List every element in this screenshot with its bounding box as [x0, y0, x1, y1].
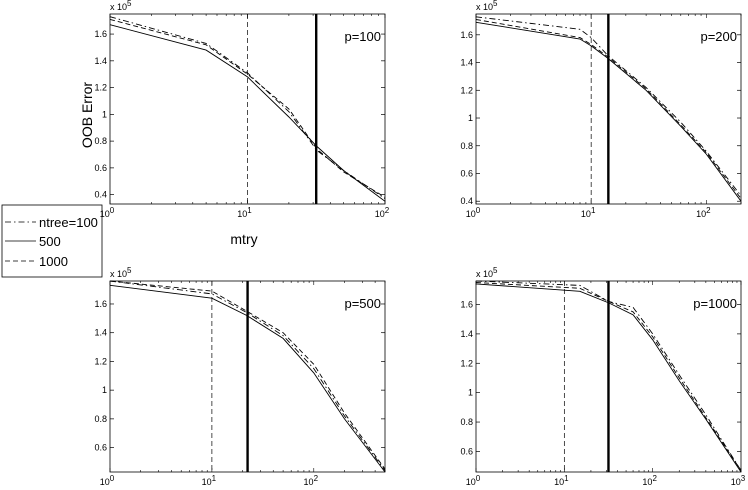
x-tick-label-bottom-right: 101 — [554, 474, 569, 487]
y-tick-label-bottom-left: 1.2 — [94, 356, 107, 366]
x-tick-label-bottom-left: 101 — [202, 474, 217, 487]
y-tick-label-top-left: 1 — [102, 109, 107, 119]
legend-label-ntree100: ntree=100 — [39, 215, 98, 230]
y-tick-label-bottom-right: 1 — [468, 388, 473, 398]
x-tick-label-top-right: 102 — [696, 206, 711, 219]
y-tick-label-bottom-left: 1 — [102, 385, 107, 395]
y-tick-label-top-left: 0.6 — [94, 163, 107, 173]
y-tick-label-bottom-left: 1.4 — [94, 328, 107, 338]
y-tick-label-bottom-left: 0.8 — [94, 414, 107, 424]
y-tick-label-top-right: 0.6 — [460, 168, 473, 178]
y-tick-label-top-left: 1.4 — [94, 56, 107, 66]
x-tick-label-top-left: 101 — [237, 206, 252, 219]
panel-bottom-left: 0.6 0.8 1 1.2 1.4 1.6 x 105 100 101 102 p=500 — [94, 266, 386, 487]
series-dashed-top-right — [475, 19, 742, 199]
series-solid-bottom-left — [109, 284, 386, 473]
y-tick-label-top-left: 1.6 — [94, 29, 107, 39]
series-dashed-bottom-right — [475, 282, 742, 471]
y-tick-label-bottom-left: 0.6 — [94, 443, 107, 453]
legend: ntree=100 500 1000 — [1, 204, 103, 278]
y-tick-label-top-right: 1.4 — [460, 58, 473, 68]
y-tick-label-top-right: 0.4 — [460, 196, 473, 206]
y-scale-label-top-left: x 105 — [110, 0, 132, 12]
y-scale-label-bottom-right: x 105 — [476, 266, 498, 279]
y-tick-label-bottom-right: 1.2 — [460, 358, 473, 368]
legend-label-500: 500 — [39, 234, 61, 249]
y-tick-label-top-right: 1 — [468, 113, 473, 123]
y-scale-label-bottom-left: x 105 — [110, 266, 132, 279]
series-dashed-top-left — [109, 18, 386, 198]
x-tick-label-top-right: 100 — [466, 206, 481, 219]
x-tick-label-bottom-left: 100 — [100, 474, 115, 487]
x-axis-label: mtry — [230, 231, 257, 247]
panel-title-top-right: p=200 — [700, 29, 737, 44]
panel-top-right: 0.4 0.6 0.8 1 1.2 1.4 1.6 x 105 100 101 102 p=200 — [460, 0, 742, 219]
series-dashed-bottom-left — [109, 280, 386, 470]
x-tick-label-top-left: 100 — [100, 206, 115, 219]
panel-top-left: 0.4 0.6 0.8 1 1.2 1.4 1.6 x 105 100 101 102 p=100 — [94, 0, 389, 219]
y-tick-label-bottom-right: 0.6 — [460, 446, 473, 456]
x-tick-label-bottom-left: 102 — [304, 474, 319, 487]
legend-label-1000: 1000 — [39, 254, 68, 269]
y-tick-label-bottom-left: 1.6 — [94, 299, 107, 309]
y-scale-label-top-right: x 105 — [476, 0, 498, 12]
x-tick-label-bottom-right: 100 — [466, 474, 481, 487]
series-dashdot-top-right — [475, 16, 742, 196]
y-tick-label-top-left: 0.8 — [94, 136, 107, 146]
panel-title-bottom-right: p=1000 — [693, 296, 737, 311]
y-tick-label-top-right: 0.8 — [460, 141, 473, 151]
panel-bottom-right: 0.6 0.8 1 1.2 1.4 1.6 x 105 100 101 102 103 p=1000 — [460, 266, 745, 487]
y-axis-label: OOB Error — [79, 82, 95, 148]
y-tick-label-bottom-right: 1.6 — [460, 300, 473, 310]
series-solid-top-left — [109, 24, 386, 202]
panel-title-top-left: p=100 — [344, 29, 381, 44]
y-tick-label-top-right: 1.2 — [460, 85, 473, 95]
x-tick-label-top-right: 101 — [581, 206, 596, 219]
series-dashdot-bottom-left — [109, 280, 386, 471]
y-tick-label-bottom-right: 1.4 — [460, 329, 473, 339]
y-tick-label-top-right: 1.6 — [460, 30, 473, 40]
series-solid-top-right — [475, 21, 742, 202]
x-tick-label-bottom-right: 102 — [642, 474, 657, 487]
x-tick-label-top-left: 102 — [375, 206, 390, 219]
y-tick-label-bottom-right: 0.8 — [460, 417, 473, 427]
panel-title-bottom-left: p=500 — [344, 296, 381, 311]
y-tick-label-top-left: 1.2 — [94, 83, 107, 93]
series-solid-bottom-right — [475, 283, 742, 473]
x-tick-label-bottom-right: 103 — [731, 474, 746, 487]
y-tick-label-top-left: 0.4 — [94, 190, 107, 200]
series-dashdot-bottom-right — [475, 280, 742, 471]
